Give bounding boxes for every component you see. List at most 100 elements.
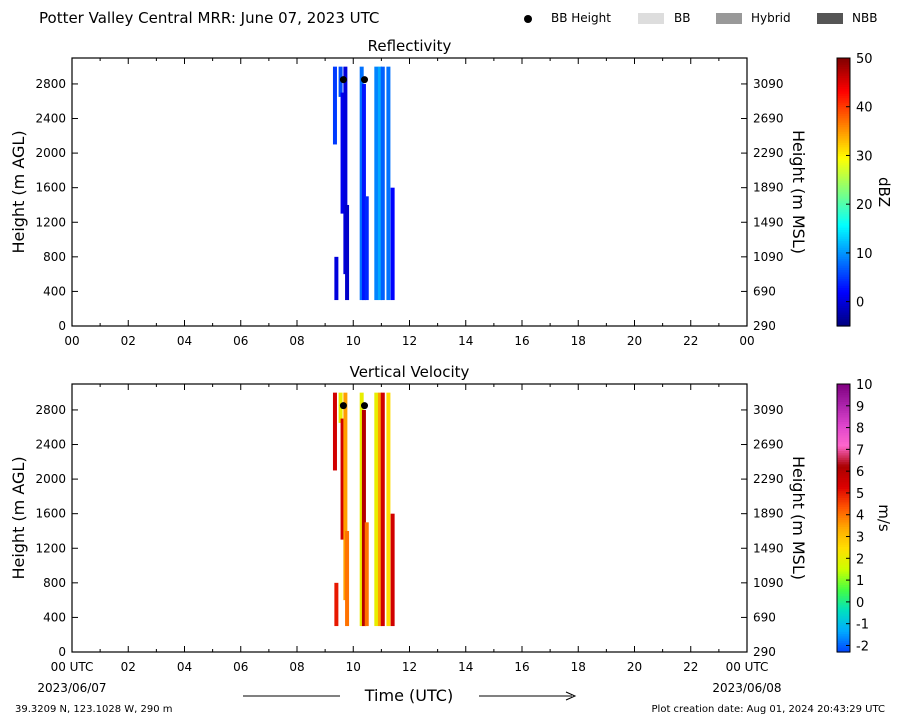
x-date-label: 2023/06/08	[712, 681, 781, 695]
y-tick-label: 1600	[35, 181, 66, 195]
colorbar-tick-label: 0	[856, 296, 864, 311]
colorbar-segment	[837, 457, 850, 461]
colorbar-segment	[837, 147, 850, 151]
colorbar-segment	[837, 73, 850, 77]
data-column	[364, 522, 369, 627]
colorbar-segment	[837, 647, 850, 651]
colorbar-segment	[837, 78, 850, 81]
colorbar-segment	[837, 540, 850, 544]
y-tick-label: 1600	[35, 507, 66, 521]
colorbar-segment	[837, 573, 850, 577]
colorbar-segment	[837, 549, 850, 553]
colorbar-segment	[837, 111, 850, 115]
legend-label-bb-height: BB Height	[551, 11, 611, 25]
colorbar-segment	[837, 629, 850, 633]
colorbar-segment	[837, 413, 850, 416]
x-tick-label: 20	[627, 334, 642, 348]
y-tick-label: 2000	[35, 472, 66, 486]
colorbar-segment	[837, 131, 850, 135]
colorbar-segment	[837, 466, 850, 470]
data-column	[338, 66, 343, 97]
colorbar-segment	[837, 388, 850, 392]
colorbar-segment	[837, 60, 850, 64]
colorbar-segment	[837, 638, 850, 642]
colorbar-tick-label: 50	[856, 52, 873, 67]
x-tick-label: 08	[289, 334, 304, 348]
colorbar-segment	[837, 192, 850, 195]
colorbar-segment	[837, 149, 850, 153]
colorbar-segment	[837, 506, 850, 510]
colorbar-segment	[837, 399, 850, 403]
data-column	[343, 392, 348, 601]
colorbar-segment	[837, 285, 850, 289]
colorbar-segment	[837, 636, 850, 640]
x-tick-label: 16	[514, 660, 529, 674]
station-location: 39.3209 N, 123.1028 W, 290 m	[15, 704, 173, 715]
y2-tick-label: 690	[753, 284, 776, 298]
x-date-label: 2023/06/07	[37, 681, 106, 695]
y-tick-label: 2000	[35, 146, 66, 160]
colorbar-segment	[837, 421, 850, 425]
x-tick-label: 02	[121, 334, 136, 348]
colorbar-segment	[837, 118, 850, 122]
colorbar-segment	[837, 109, 850, 113]
colorbar-segment	[837, 209, 850, 213]
colorbar-segment	[837, 207, 850, 211]
colorbar-segment	[837, 314, 850, 318]
x-tick-label: 00 UTC	[726, 660, 769, 674]
colorbar-segment	[837, 390, 850, 394]
colorbar-segment	[837, 547, 850, 550]
colorbar-label: dBZ	[875, 177, 893, 207]
colorbar-segment	[837, 520, 850, 524]
colorbar-segment	[837, 571, 850, 575]
colorbar-segment	[837, 140, 850, 144]
colorbar-segment	[837, 538, 850, 541]
colorbar-segment	[837, 162, 850, 166]
colorbar-segment	[837, 587, 850, 591]
colorbar-segment	[837, 569, 850, 573]
colorbar-segment	[837, 218, 850, 222]
colorbar-segment	[837, 180, 850, 184]
y2-tick-label: 1090	[753, 576, 784, 590]
colorbar-segment	[837, 270, 850, 273]
colorbar-segment	[837, 91, 850, 95]
y-tick-label: 2800	[35, 403, 66, 417]
colorbar-frame	[836, 383, 851, 653]
colorbar-segment	[837, 395, 850, 398]
colorbar-tick-label: 10	[856, 378, 873, 393]
y-tick-label: 800	[43, 576, 66, 590]
colorbar-segment	[837, 125, 850, 128]
colorbar-segment	[837, 397, 850, 401]
x-tick-label: 12	[402, 660, 417, 674]
x-tick-label: 14	[458, 334, 473, 348]
x-tick-label: 06	[233, 334, 248, 348]
colorbar-segment	[837, 169, 850, 173]
colorbar-segment	[837, 80, 850, 84]
y2-tick-label: 2290	[753, 146, 784, 160]
x-tick-label: 00	[64, 334, 79, 348]
colorbar-segment	[837, 241, 850, 244]
colorbar-segment	[837, 535, 850, 539]
colorbar-segment	[837, 227, 850, 231]
y2-tick-label: 2290	[753, 472, 784, 486]
colorbar-segment	[837, 136, 850, 139]
panel-title: Reflectivity	[368, 37, 452, 55]
x-tick-label: 18	[571, 660, 586, 674]
colorbar-segment	[837, 312, 850, 316]
colorbar-segment	[837, 459, 850, 463]
y2-tick-label: 290	[753, 319, 776, 333]
colorbar-tick-label: 1	[856, 574, 864, 589]
colorbar-segment	[837, 145, 850, 148]
colorbar-segment	[837, 303, 850, 307]
colorbar-segment	[837, 649, 850, 653]
colorbar-segment	[837, 243, 850, 247]
colorbar-tick-label: 4	[856, 509, 864, 524]
colorbar-segment	[837, 158, 850, 162]
panel-title: Vertical Velocity	[350, 363, 470, 381]
colorbar-segment	[837, 616, 850, 620]
colorbar-segment	[837, 567, 850, 570]
x-tick-label: 02	[121, 660, 136, 674]
colorbar-segment	[837, 288, 850, 291]
y-tick-label: 2400	[35, 112, 66, 126]
data-column	[390, 187, 395, 301]
